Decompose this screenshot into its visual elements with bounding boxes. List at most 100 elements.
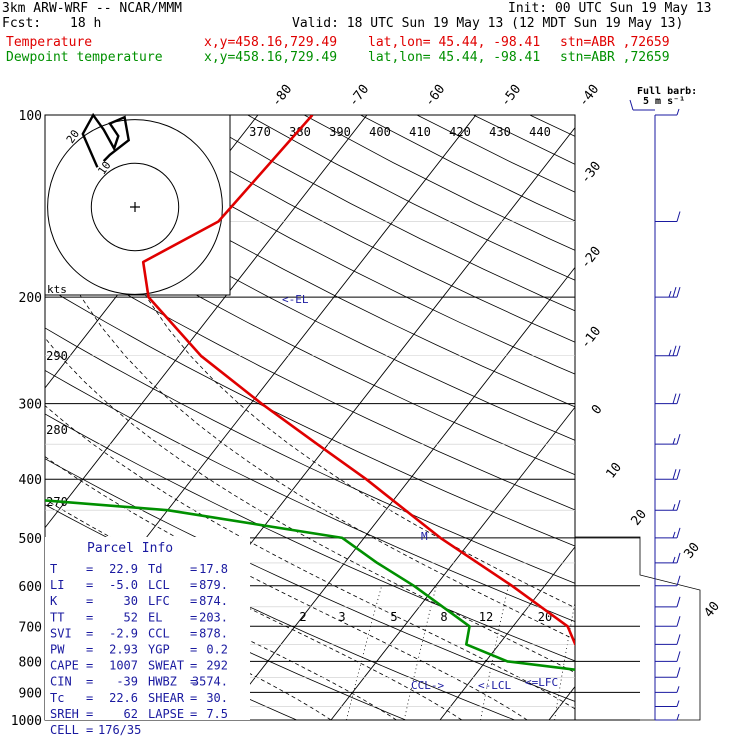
pressure-tick-label: 900 — [19, 686, 42, 701]
temperature-tick-label: -50 — [498, 82, 524, 110]
parcel-equals: = — [190, 707, 197, 721]
moist-adiabat — [45, 337, 575, 674]
hodograph-trace — [81, 112, 131, 168]
parcel-label: SWEAT — [148, 659, 184, 673]
mixing-ratio-tick-label: 3 — [338, 610, 345, 624]
mixing-ratio-tick-label: 12 — [479, 610, 493, 624]
parcel-label: T — [50, 562, 57, 576]
wind-profile: Full barb:5 m s⁻¹ — [629, 86, 697, 721]
parcel-equals: = — [86, 562, 93, 576]
dry-adiabat — [247, 115, 575, 281]
temperature-tick-label: -30 — [578, 159, 604, 187]
temperature-legend-latlon: lat,lon= 45.44, -98.41 — [368, 35, 541, 50]
parcel-equals: = — [86, 675, 93, 689]
wind-barb — [655, 634, 681, 645]
dewpoint-legend-xy: x,y=458.16,729.49 — [204, 50, 338, 65]
dry-adiabat — [529, 115, 575, 137]
temperature-line — [141, 115, 575, 646]
parcel-equals: = — [190, 626, 197, 640]
temperature-tick-label: -80 — [269, 82, 295, 110]
isotherm — [439, 546, 575, 720]
moist-adiabat — [111, 221, 575, 609]
parcel-value: 22.9 — [109, 562, 138, 576]
temperature-tick-label: 40 — [702, 599, 723, 621]
isotherm — [45, 115, 368, 529]
parcel-equals: = — [86, 626, 93, 640]
wind-barb — [655, 286, 681, 298]
parcel-value: 203. — [199, 610, 228, 624]
mixing-ratio-line — [621, 586, 641, 720]
fcst-value: 18 h — [70, 16, 102, 31]
el-marker: <-EL — [282, 293, 309, 306]
parcel-equals: = — [190, 643, 197, 657]
lcl-marker: <-LCL — [478, 679, 511, 692]
parcel-value: -2.9 — [109, 626, 138, 640]
dry-adiabat — [699, 115, 740, 720]
parcel-value: -39 — [116, 675, 138, 689]
parcel-value: 22.6 — [109, 691, 138, 705]
model-title: 3km ARW-WRF -- NCAR/MMM — [2, 1, 183, 16]
parcel-value: 879. — [199, 578, 228, 592]
wind-barb — [655, 500, 681, 511]
valid-time: Valid: 18 UTC Sun 19 May 13 (12 MDT Sun … — [292, 16, 684, 31]
parcel-equals: = — [190, 578, 197, 592]
parcel-label: YGP — [148, 643, 170, 657]
dewpoint-legend-name: Dewpoint temperature — [6, 50, 163, 65]
dry-adiabat-tick-label: 280 — [46, 423, 68, 437]
moist-adiabat — [45, 405, 575, 710]
parcel-value: 17.8 — [199, 562, 228, 576]
dry-adiabat — [586, 115, 740, 720]
parcel-equals: = — [190, 691, 197, 705]
mixing-ratio-tick-label: 5 — [390, 610, 397, 624]
parcel-label: PW — [50, 643, 65, 657]
wind-barb — [655, 651, 681, 662]
wind-barb — [655, 575, 681, 587]
parcel-label: CCL — [148, 626, 170, 640]
parcel-label: EL — [148, 610, 162, 624]
parcel-label: LI — [50, 578, 64, 592]
temperature-tick-label: 0 — [589, 402, 606, 417]
mixing-ratio-line — [554, 600, 575, 720]
parcel-label: LFC — [148, 594, 170, 608]
level-markers: <-EL CCL-> <-LCL <=LFC M — [282, 293, 558, 692]
parcel-value: 2.93 — [109, 643, 138, 657]
isotherm — [658, 115, 740, 720]
parcel-equals: = — [86, 578, 93, 592]
sounding-series — [45, 115, 575, 672]
parcel-box-bg — [45, 537, 250, 720]
wind-barb — [655, 596, 681, 608]
parcel-value: 52 — [124, 610, 138, 624]
dry-adiabat — [191, 115, 575, 312]
pressure-tick-label: 200 — [19, 291, 42, 306]
theta-e-tick-label: 440 — [529, 125, 551, 139]
hodograph-frame — [44, 114, 231, 296]
parcel-equals: = — [86, 707, 93, 721]
parcel-label: SVI — [50, 626, 72, 640]
parcel-label: Tc — [50, 691, 64, 705]
moist-adiabat — [46, 221, 575, 641]
parcel-label: LAPSE — [148, 707, 184, 721]
parcel-equals: = — [86, 723, 93, 737]
mixing-ratio-tick-label: 2 — [299, 610, 306, 624]
pressure-tick-label: 400 — [19, 473, 42, 488]
theta-e-tick-label: 420 — [449, 125, 471, 139]
parcel-value: 62 — [124, 707, 138, 721]
dewpoint-legend-stn: stn=ABR ,72659 — [560, 50, 670, 65]
parcel-title: Parcel Info — [87, 541, 173, 556]
temperature-tick-label: -70 — [346, 82, 372, 110]
m-marker: M — [421, 530, 428, 543]
parcel-equals: = — [190, 594, 197, 608]
parcel-equals: = — [86, 643, 93, 657]
pressure-tick-label: 700 — [19, 620, 42, 635]
temperature-legend-xy: x,y=458.16,729.49 — [204, 35, 338, 50]
ccl-marker: CCL-> — [411, 679, 444, 692]
pressure-tick-label: 1000 — [11, 714, 42, 729]
parcel-label: CIN — [50, 675, 72, 689]
dewpoint-line — [45, 499, 575, 672]
temperature-tick-label: -20 — [578, 244, 604, 272]
isotherm — [221, 266, 575, 720]
temperature-legend-stn: stn=ABR ,72659 — [560, 35, 670, 50]
dry-adiabat — [416, 115, 575, 193]
